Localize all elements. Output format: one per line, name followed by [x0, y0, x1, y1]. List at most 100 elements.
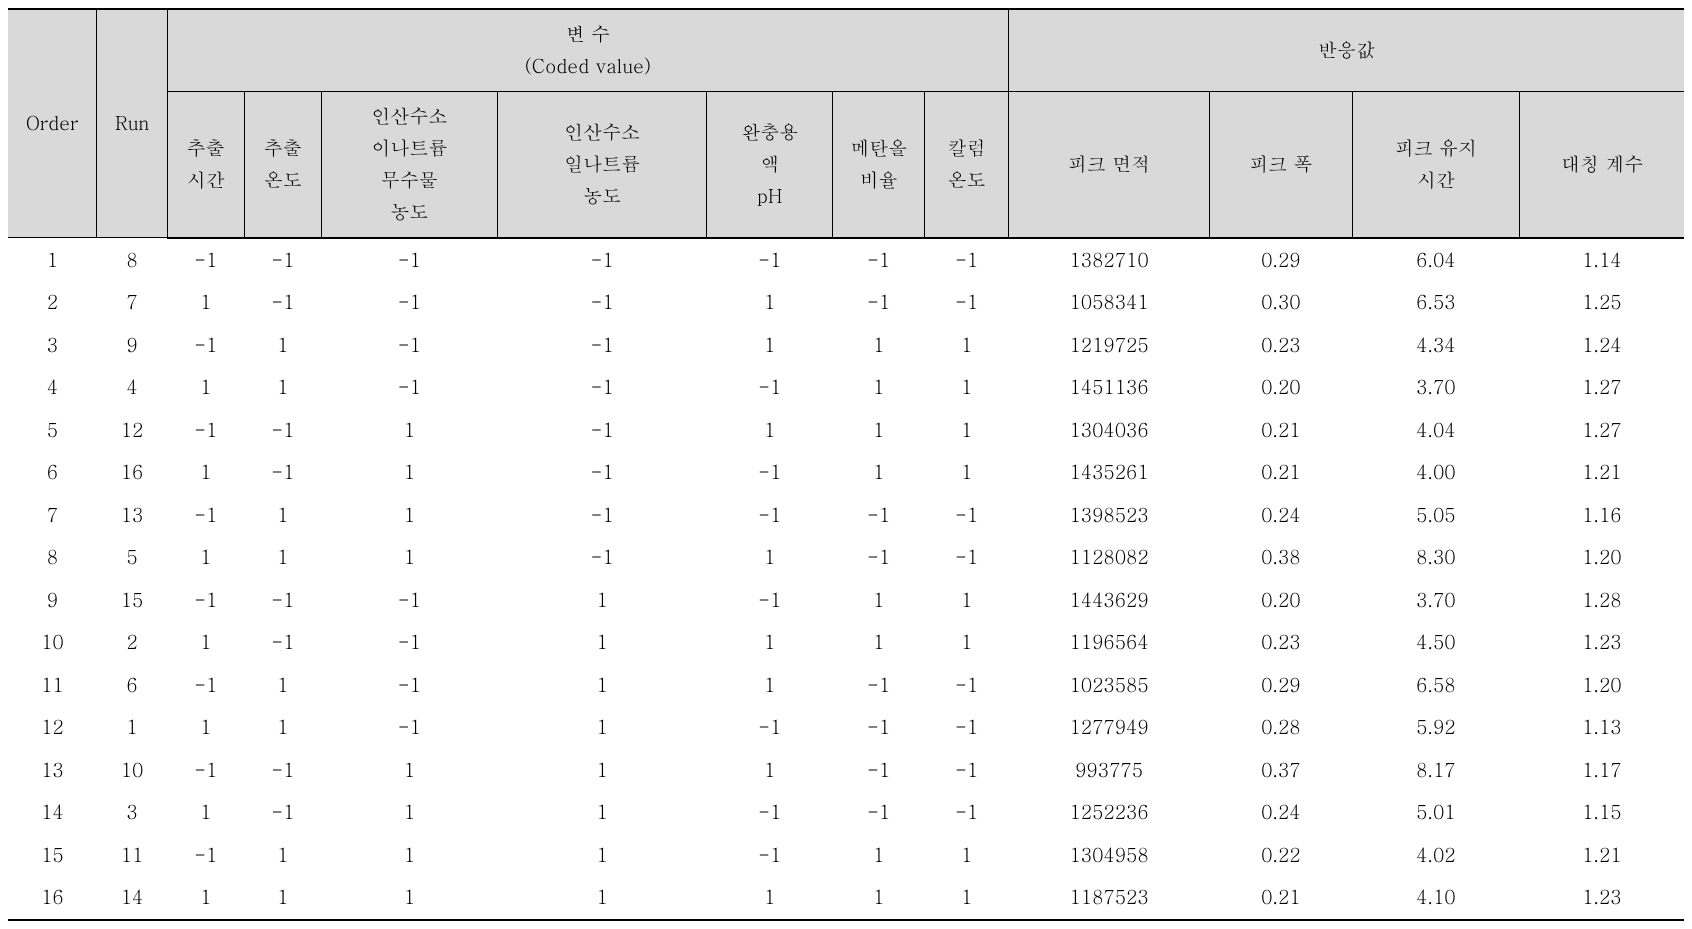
cell-v1: -1: [167, 324, 244, 367]
cell-v7: -1: [925, 494, 1009, 537]
cell-r2: 0.20: [1210, 366, 1352, 409]
cell-v2: 1: [244, 876, 321, 920]
cell-v4: 1: [497, 876, 707, 920]
cell-r2: 0.24: [1210, 494, 1352, 537]
cell-v4: -1: [497, 238, 707, 282]
cell-v6: -1: [833, 706, 925, 749]
cell-v1: 1: [167, 451, 244, 494]
cell-order: 11: [8, 664, 97, 707]
cell-r4: 1.27: [1520, 409, 1684, 452]
cell-v5: -1: [707, 706, 833, 749]
cell-v7: 1: [925, 834, 1009, 877]
cell-r1: 1023585: [1009, 664, 1210, 707]
cell-v5: 1: [707, 281, 833, 324]
cell-r1: 1304036: [1009, 409, 1210, 452]
cell-v6: -1: [833, 536, 925, 579]
cell-v3: -1: [321, 238, 497, 282]
cell-v2: -1: [244, 238, 321, 282]
table-row: 116-11-111-1-110235850.296.581.20: [8, 664, 1684, 707]
cell-order: 16: [8, 876, 97, 920]
cell-r4: 1.25: [1520, 281, 1684, 324]
cell-v4: 1: [497, 791, 707, 834]
col-var3: 인산수소 이나트륨 무수물 농도: [321, 91, 497, 238]
cell-r3: 4.00: [1352, 451, 1520, 494]
col-var2: 추출 온도: [244, 91, 321, 238]
cell-v4: 1: [497, 706, 707, 749]
cell-run: 5: [97, 536, 167, 579]
cell-v6: 1: [833, 579, 925, 622]
cell-r3: 4.34: [1352, 324, 1520, 367]
cell-v1: 1: [167, 706, 244, 749]
cell-v5: 1: [707, 876, 833, 920]
cell-v7: -1: [925, 664, 1009, 707]
cell-r2: 0.21: [1210, 451, 1352, 494]
cell-v4: 1: [497, 664, 707, 707]
cell-v3: 1: [321, 749, 497, 792]
cell-v3: -1: [321, 621, 497, 664]
cell-run: 16: [97, 451, 167, 494]
cell-r4: 1.16: [1520, 494, 1684, 537]
cell-r1: 1219725: [1009, 324, 1210, 367]
cell-r1: 1398523: [1009, 494, 1210, 537]
cell-r3: 3.70: [1352, 579, 1520, 622]
col-order: Order: [8, 9, 97, 238]
cell-v4: 1: [497, 749, 707, 792]
cell-r1: 1187523: [1009, 876, 1210, 920]
cell-v1: -1: [167, 409, 244, 452]
col-group-variables: 변 수 (Coded value): [167, 9, 1008, 91]
table-row: 271-1-1-11-1-110583410.306.531.25: [8, 281, 1684, 324]
cell-r1: 993775: [1009, 749, 1210, 792]
cell-v1: -1: [167, 749, 244, 792]
cell-v4: -1: [497, 409, 707, 452]
table-row: 1614111111111875230.214.101.23: [8, 876, 1684, 920]
cell-v7: -1: [925, 706, 1009, 749]
cell-order: 9: [8, 579, 97, 622]
cell-v5: -1: [707, 834, 833, 877]
cell-r2: 0.21: [1210, 409, 1352, 452]
cell-r1: 1443629: [1009, 579, 1210, 622]
cell-r4: 1.23: [1520, 621, 1684, 664]
cell-v1: -1: [167, 238, 244, 282]
cell-v5: 1: [707, 536, 833, 579]
cell-v7: 1: [925, 621, 1009, 664]
cell-r4: 1.21: [1520, 834, 1684, 877]
cell-r1: 1435261: [1009, 451, 1210, 494]
cell-v4: -1: [497, 324, 707, 367]
col-group-responses: 반응값: [1009, 9, 1684, 91]
cell-v5: -1: [707, 791, 833, 834]
cell-v1: -1: [167, 494, 244, 537]
cell-v3: -1: [321, 579, 497, 622]
table-row: 1431-111-1-1-112522360.245.011.15: [8, 791, 1684, 834]
cell-v2: -1: [244, 621, 321, 664]
cell-v4: -1: [497, 281, 707, 324]
table-row: 85111-11-1-111280820.388.301.20: [8, 536, 1684, 579]
col-var4: 인산수소 일나트륨 농도: [497, 91, 707, 238]
cell-r4: 1.20: [1520, 664, 1684, 707]
cell-order: 3: [8, 324, 97, 367]
cell-r2: 0.30: [1210, 281, 1352, 324]
cell-run: 14: [97, 876, 167, 920]
cell-v5: -1: [707, 366, 833, 409]
cell-run: 15: [97, 579, 167, 622]
cell-r1: 1277949: [1009, 706, 1210, 749]
cell-r4: 1.27: [1520, 366, 1684, 409]
cell-run: 9: [97, 324, 167, 367]
cell-r4: 1.20: [1520, 536, 1684, 579]
cell-order: 14: [8, 791, 97, 834]
cell-v4: 1: [497, 621, 707, 664]
cell-order: 15: [8, 834, 97, 877]
cell-r2: 0.29: [1210, 238, 1352, 282]
cell-order: 8: [8, 536, 97, 579]
cell-v5: -1: [707, 451, 833, 494]
cell-r4: 1.15: [1520, 791, 1684, 834]
cell-v7: -1: [925, 749, 1009, 792]
cell-v6: 1: [833, 621, 925, 664]
table-row: 18-1-1-1-1-1-1-113827100.296.041.14: [8, 238, 1684, 282]
cell-run: 10: [97, 749, 167, 792]
cell-r1: 1252236: [1009, 791, 1210, 834]
cell-v2: 1: [244, 366, 321, 409]
cell-v5: -1: [707, 238, 833, 282]
table-row: 1511-1111-11113049580.224.021.21: [8, 834, 1684, 877]
table-row: 12111-11-1-1-112779490.285.921.13: [8, 706, 1684, 749]
cell-v6: 1: [833, 324, 925, 367]
